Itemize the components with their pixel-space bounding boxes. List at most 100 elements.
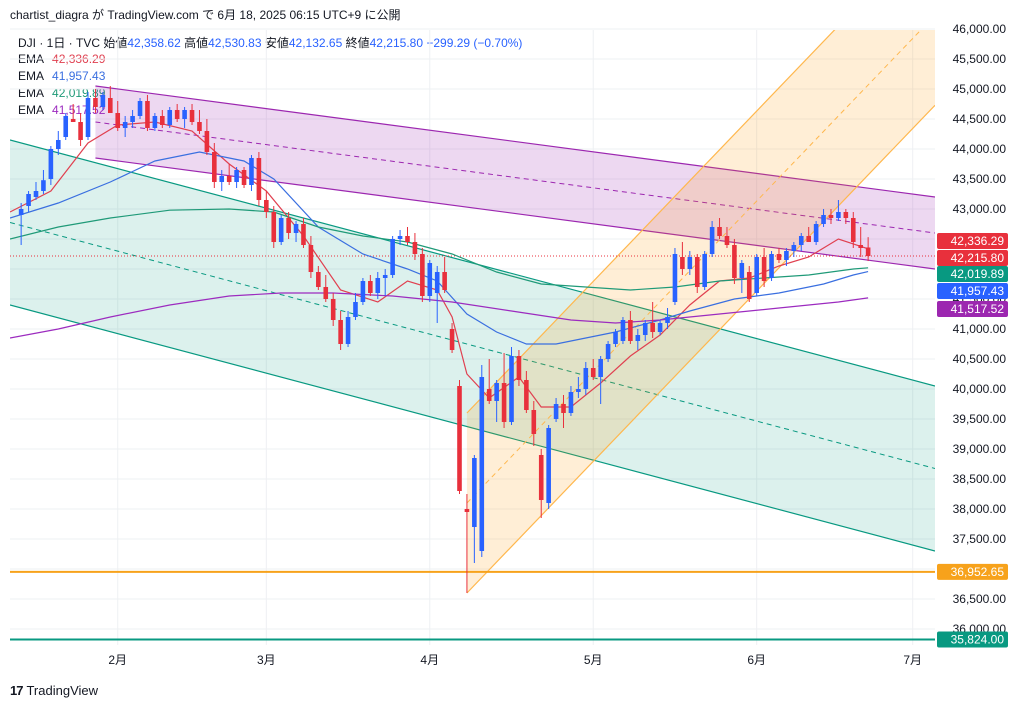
candle-body[interactable] — [152, 116, 158, 128]
candle-body[interactable] — [501, 383, 507, 422]
candle-body[interactable] — [48, 149, 54, 179]
candle-body[interactable] — [464, 509, 470, 512]
candle-body[interactable] — [642, 323, 648, 335]
candle-body[interactable] — [754, 257, 759, 293]
candle-body[interactable] — [494, 383, 499, 401]
candle-body[interactable] — [776, 254, 782, 260]
candle-body[interactable] — [301, 224, 306, 245]
candle-body[interactable] — [798, 236, 804, 245]
candle-body[interactable] — [680, 257, 685, 269]
candle-body[interactable] — [717, 227, 722, 236]
candle-body[interactable] — [41, 180, 46, 191]
candle-body[interactable] — [672, 254, 678, 302]
candle-body[interactable] — [657, 323, 663, 332]
candle-body[interactable] — [360, 281, 366, 302]
candle-body[interactable] — [197, 122, 202, 131]
candle-body[interactable] — [784, 251, 789, 260]
candle-body[interactable] — [174, 110, 180, 119]
candle-body[interactable] — [694, 257, 700, 287]
candle-body[interactable] — [806, 236, 811, 242]
candle-body[interactable] — [546, 428, 551, 503]
candle-body[interactable] — [204, 131, 210, 152]
candle-body[interactable] — [813, 224, 819, 242]
candle-body[interactable] — [316, 272, 321, 287]
candle-body[interactable] — [397, 236, 403, 239]
candle-body[interactable] — [516, 356, 522, 380]
candle-body[interactable] — [212, 152, 217, 182]
candle-body[interactable] — [442, 272, 447, 290]
candle-body[interactable] — [538, 455, 544, 500]
candle-body[interactable] — [70, 119, 76, 122]
candle-body[interactable] — [405, 236, 410, 242]
candle-body[interactable] — [434, 272, 440, 293]
candle-body[interactable] — [226, 176, 232, 182]
candle-body[interactable] — [531, 410, 537, 434]
candle-body[interactable] — [761, 257, 767, 281]
candle-body[interactable] — [26, 194, 31, 206]
candle-body[interactable] — [843, 212, 849, 218]
candle-body[interactable] — [561, 404, 566, 413]
candle-body[interactable] — [650, 323, 655, 332]
candle-body[interactable] — [338, 320, 343, 344]
candle-body[interactable] — [353, 302, 358, 317]
candle-body[interactable] — [576, 389, 581, 392]
ema-legend-row[interactable]: EMA 41,957.43 — [18, 69, 105, 83]
candle-body[interactable] — [167, 110, 173, 125]
candle-body[interactable] — [219, 176, 225, 182]
candle-body[interactable] — [858, 245, 864, 248]
candle-body[interactable] — [590, 368, 596, 377]
candle-body[interactable] — [278, 218, 284, 242]
candle-body[interactable] — [33, 191, 39, 197]
candle-body[interactable] — [256, 158, 262, 200]
candle-body[interactable] — [241, 170, 247, 185]
candle-body[interactable] — [821, 215, 826, 224]
candle-body[interactable] — [55, 140, 61, 149]
candle-body[interactable] — [613, 332, 618, 344]
candle-body[interactable] — [145, 101, 150, 128]
candle-body[interactable] — [457, 386, 462, 491]
candle-body[interactable] — [583, 368, 589, 389]
candle-body[interactable] — [375, 278, 381, 293]
candle-body[interactable] — [472, 458, 477, 527]
candle-body[interactable] — [264, 200, 269, 212]
candle-body[interactable] — [635, 335, 641, 341]
candle-body[interactable] — [412, 242, 418, 254]
candle-body[interactable] — [271, 212, 277, 242]
candle-body[interactable] — [323, 287, 329, 299]
candle-body[interactable] — [293, 224, 299, 233]
candle-body[interactable] — [739, 263, 745, 278]
candle-body[interactable] — [732, 245, 737, 278]
candle-body[interactable] — [665, 317, 670, 323]
candle-body[interactable] — [420, 254, 425, 296]
candle-body[interactable] — [382, 275, 388, 278]
candle-body[interactable] — [746, 272, 752, 299]
candle-body[interactable] — [524, 380, 529, 410]
candle-body[interactable] — [605, 344, 611, 359]
candle-body[interactable] — [568, 392, 574, 413]
candle-body[interactable] — [249, 158, 254, 185]
candle-body[interactable] — [390, 239, 395, 275]
candle-body[interactable] — [486, 389, 492, 401]
candle-body[interactable] — [828, 215, 834, 218]
candle-body[interactable] — [628, 320, 633, 341]
candle-body[interactable] — [85, 98, 91, 137]
candle-body[interactable] — [427, 263, 433, 296]
candle-body[interactable] — [449, 329, 455, 350]
candle-body[interactable] — [18, 209, 24, 215]
candle-body[interactable] — [479, 377, 485, 551]
candle-body[interactable] — [234, 170, 239, 182]
candle-body[interactable] — [702, 254, 707, 287]
candle-body[interactable] — [189, 110, 195, 122]
candle-body[interactable] — [769, 254, 774, 278]
candle-body[interactable] — [286, 218, 291, 233]
candle-body[interactable] — [509, 356, 514, 422]
candle-body[interactable] — [130, 116, 135, 122]
candle-body[interactable] — [115, 113, 121, 128]
candle-body[interactable] — [598, 359, 603, 377]
candle-body[interactable] — [93, 98, 98, 107]
candle-body[interactable] — [709, 227, 715, 254]
candle-body[interactable] — [553, 404, 559, 419]
candle-body[interactable] — [865, 247, 871, 257]
candle-body[interactable] — [330, 299, 336, 320]
